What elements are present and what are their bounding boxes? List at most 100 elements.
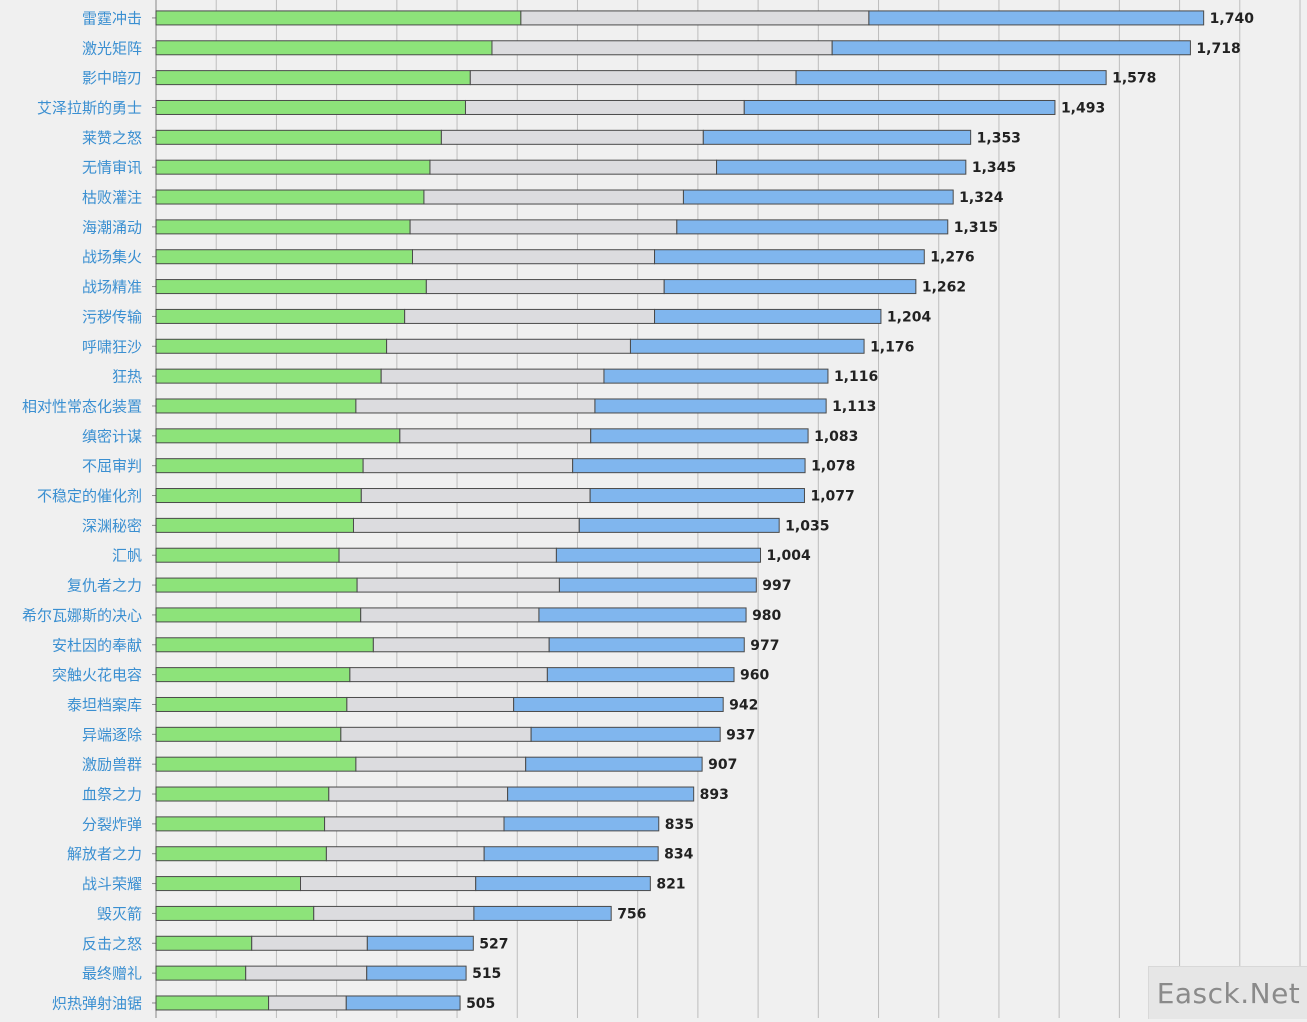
bar-segment-gray (469, 70, 797, 86)
value-label: 756 (617, 906, 646, 922)
bar-segment-blue (558, 577, 757, 593)
bar-segment-green (155, 667, 351, 683)
value-label: 937 (726, 727, 755, 743)
bar-segment-blue (578, 517, 780, 533)
value-label: 1,324 (959, 190, 1004, 206)
bar-segment-green (155, 428, 401, 444)
category-label: 海潮涌动 (82, 218, 142, 236)
bar-segment-green (155, 905, 315, 921)
value-label: 1,493 (1061, 100, 1105, 116)
category-label: 激光矩阵 (82, 39, 142, 57)
bar-segment-blue (483, 846, 659, 862)
bar-segment-gray (313, 905, 475, 921)
watermark-text: Easck.Net (1156, 976, 1301, 1010)
bar-segment-gray (429, 159, 718, 175)
bar-segment-blue (546, 667, 735, 683)
value-label: 505 (466, 996, 495, 1012)
value-label: 1,262 (922, 280, 966, 296)
bar-segment-gray (411, 249, 656, 265)
value-label: 942 (729, 697, 758, 713)
bar-segment-gray (355, 398, 596, 414)
category-label: 污秽传输 (82, 308, 142, 326)
category-label: 血祭之力 (82, 786, 142, 804)
bar-segment-blue (590, 428, 809, 444)
bar-segment-green (155, 249, 413, 265)
bar-segment-green (155, 876, 302, 892)
bar-segment-green (155, 99, 466, 115)
bar-segment-gray (520, 10, 870, 26)
bar-segment-green (155, 995, 270, 1011)
bar-segment-green (155, 517, 354, 533)
bar-segment-blue (503, 816, 660, 832)
bar-segment-blue (525, 756, 703, 772)
bar-segment-green (155, 786, 330, 802)
value-label: 960 (740, 668, 769, 684)
bar-segment-blue (676, 219, 949, 235)
value-label: 834 (664, 847, 693, 863)
category-label: 狂热 (112, 368, 142, 386)
category-label: 突触火花电容 (52, 666, 142, 684)
bar-segment-green (155, 965, 247, 981)
category-label: 复仇者之力 (67, 577, 142, 595)
bar-segment-gray (355, 756, 527, 772)
category-label: 不稳定的催化剂 (37, 487, 142, 505)
bar-segment-green (155, 577, 358, 593)
bar-segment-green (155, 129, 442, 145)
bar-segment-gray (338, 547, 557, 563)
bar-segment-blue (548, 637, 745, 653)
bar-segment-green (155, 368, 382, 384)
value-label: 977 (750, 638, 779, 654)
category-label: 毁灭箭 (97, 905, 142, 923)
bar-segment-blue (868, 10, 1205, 26)
value-label: 1,077 (810, 489, 854, 505)
bar-segment-green (155, 70, 471, 86)
value-label: 1,078 (811, 459, 855, 475)
bar-segment-gray (340, 726, 532, 742)
bar-segment-blue (702, 129, 972, 145)
bar-segment-gray (325, 846, 485, 862)
value-label: 1,083 (814, 429, 858, 445)
bar-segment-gray (440, 129, 704, 145)
bar-segment-blue (538, 607, 747, 623)
category-label: 影中暗刃 (82, 69, 142, 87)
bar-segment-gray (352, 517, 580, 533)
category-label: 激励兽群 (82, 756, 142, 774)
bar-segment-gray (425, 279, 665, 295)
value-label: 997 (762, 578, 791, 594)
bar-segment-green (155, 816, 326, 832)
value-label: 1,204 (887, 309, 932, 325)
bar-segment-blue (572, 458, 806, 474)
category-label: 战场集火 (82, 248, 142, 266)
category-label: 无情审讯 (82, 159, 142, 177)
bar-segment-gray (324, 816, 505, 832)
category-label: 安杜因的奉献 (52, 636, 142, 654)
value-label: 515 (472, 966, 501, 982)
value-label: 1,276 (930, 250, 974, 266)
category-label: 艾泽拉斯的勇士 (37, 99, 142, 117)
category-label: 解放者之力 (67, 845, 142, 863)
value-label: 821 (656, 877, 685, 893)
bars (155, 10, 1205, 1011)
category-labels: 雷霆冲击激光矩阵影中暗刃艾泽拉斯的勇士莱赞之怒无情审讯枯败灌注海潮涌动战场集火战… (22, 9, 142, 1012)
value-label: 907 (708, 757, 737, 773)
bar-segment-blue (743, 99, 1056, 115)
bar-segment-green (155, 308, 406, 324)
value-label: 1,315 (954, 220, 998, 236)
bar-segment-gray (328, 786, 509, 802)
watermark-badge: Easck.Net (1148, 966, 1307, 1019)
bar-segment-green (155, 279, 427, 295)
value-label: 1,035 (785, 518, 829, 534)
value-labels: 1,740 1,718 1,578 1,493 1,353 1,345 1,324 1,315… (466, 11, 1254, 1012)
category-label: 呼啸狂沙 (82, 338, 142, 356)
bar-segment-gray (362, 458, 574, 474)
category-label: 莱赞之怒 (82, 129, 142, 147)
bar-segment-gray (360, 607, 540, 623)
bar-segment-green (155, 219, 411, 235)
bar-segment-green (155, 159, 431, 175)
category-label: 分裂炸弹 (82, 815, 142, 833)
value-label: 835 (665, 817, 694, 833)
bar-segment-gray (386, 338, 631, 354)
bar-segment-blue (530, 726, 721, 742)
bar-segment-green (155, 189, 425, 205)
